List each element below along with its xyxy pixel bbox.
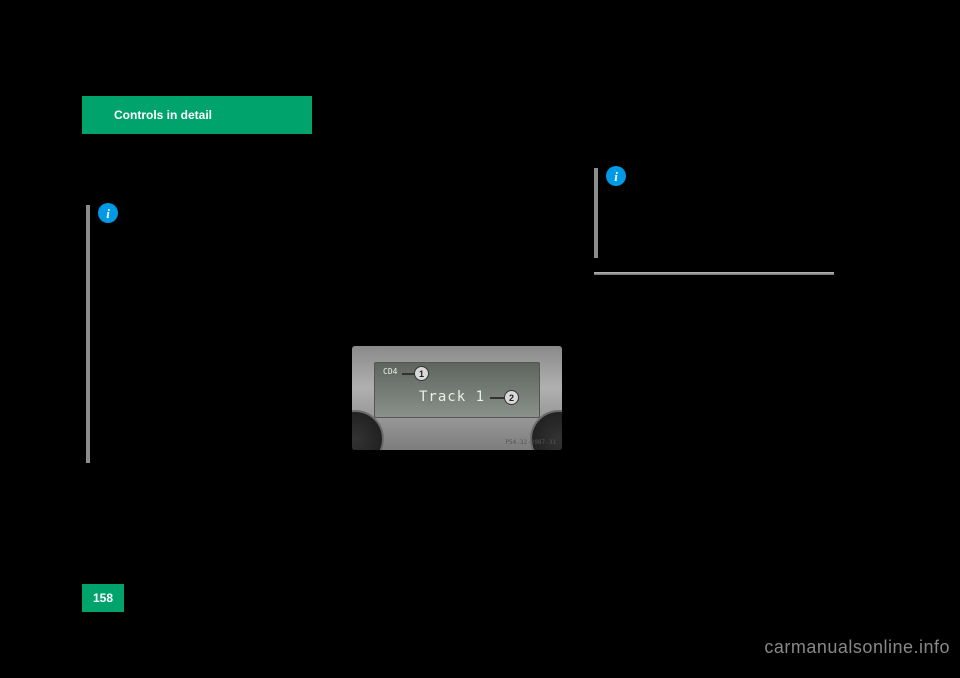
callout-number-2: 2: [504, 390, 519, 405]
bullet-icon: ▶: [352, 200, 359, 249]
right-p2: The display in the NAV menu depends on t…: [594, 399, 834, 432]
key-text: Current track: [361, 479, 422, 491]
left-body: Selecting a radio station You can use th…: [86, 480, 326, 535]
bullet-icon: ▶: [352, 496, 359, 529]
mid-bullet2-text: Press button j or k to select a track on…: [365, 496, 578, 529]
right-bullet: ▶ Press button è or ÿ repeatedly until t…: [594, 359, 834, 392]
section-divider: [594, 272, 834, 275]
leader-line: [402, 373, 414, 375]
mid-p2: The currently tuned station will appear …: [352, 257, 578, 290]
callout-num: 1: [419, 369, 424, 379]
right-subtitle2: Navigation system* not activated: [594, 444, 834, 460]
figure-code: P54.32-2987-31: [505, 439, 556, 446]
callout-line: The message NO MAGAZINE appears in the m…: [100, 298, 326, 330]
left-body-text: You can use the buttons on the multi-fun…: [86, 502, 326, 535]
callout-line: The message NO CD appears in the multifu…: [100, 336, 326, 383]
callout-bar: [594, 168, 598, 258]
site-watermark: carmanualsonline.info: [764, 637, 950, 658]
callout-text-left: If a CD in the CD changer* cannot be rea…: [86, 205, 326, 454]
page-number: 158: [82, 584, 124, 612]
track-label: Track 1: [419, 389, 485, 405]
section-title: Control system: [86, 144, 173, 158]
mid-bullet1-text: Press button è or ÿ repeatedly until the…: [365, 200, 578, 249]
callout-line: The message NO CD CHANGER CONNECTED appe…: [100, 389, 326, 436]
bullet-icon: ▶: [594, 359, 601, 392]
callout-num: 2: [509, 393, 514, 403]
right-column: NAV* menu The NAV menu contains the func…: [594, 294, 834, 507]
left-subtitle: Selecting a radio station: [86, 480, 326, 496]
header-tab: Controls in detail: [82, 96, 312, 134]
key-row: 1 Current CD (for CD changer): [352, 460, 578, 477]
key-num: 1: [352, 462, 358, 474]
middle-column: The radio must be switched on. ▶ Press b…: [352, 176, 578, 320]
callout-line: If a CD in the CD changer* cannot be rea…: [100, 229, 326, 292]
key-row: 2 Current track: [352, 477, 578, 494]
info-callout-right: i The message NO CD appears in the multi…: [594, 168, 834, 258]
callout-number-1: 1: [414, 366, 429, 381]
info-callout-left: i If a CD in the CD changer* cannot be r…: [86, 205, 326, 463]
cd-label: CD4: [383, 367, 397, 376]
right-bullet-text: Press button è or ÿ repeatedly until the…: [607, 359, 834, 392]
figure-key: 1 Current CD (for CD changer) 2 Current …: [352, 460, 578, 494]
mid-subtitle: Operating the CD player*: [352, 298, 578, 314]
right-heading: NAV* menu: [594, 294, 834, 310]
right-p1: The NAV menu contains the functions need…: [594, 318, 834, 351]
header-tab-label: Controls in detail: [114, 108, 212, 122]
callout-line: The message NO CD appears in the multifu…: [608, 192, 834, 239]
display-figure: CD4 Track 1 1 2 P54.32-2987-31: [352, 346, 562, 450]
right-p3: The message NAV OFF appears in the multi…: [594, 466, 834, 499]
manual-page: Controls in detail Control system i If a…: [0, 0, 960, 678]
key-text: Current CD (for CD changer): [361, 462, 495, 474]
key-num: 2: [352, 479, 358, 491]
callout-bar: [86, 205, 90, 463]
info-icon: i: [98, 203, 118, 223]
leader-line: [490, 397, 504, 399]
mid-bullet-2: ▶ Press button j or k to select a track …: [352, 496, 578, 537]
info-icon: i: [606, 166, 626, 186]
callout-text-right: The message NO CD appears in the multifu…: [594, 168, 834, 255]
mid-bullet-1: ▶ Press button è or ÿ repeatedly until t…: [352, 200, 578, 249]
mid-p1: The radio must be switched on.: [352, 176, 578, 192]
